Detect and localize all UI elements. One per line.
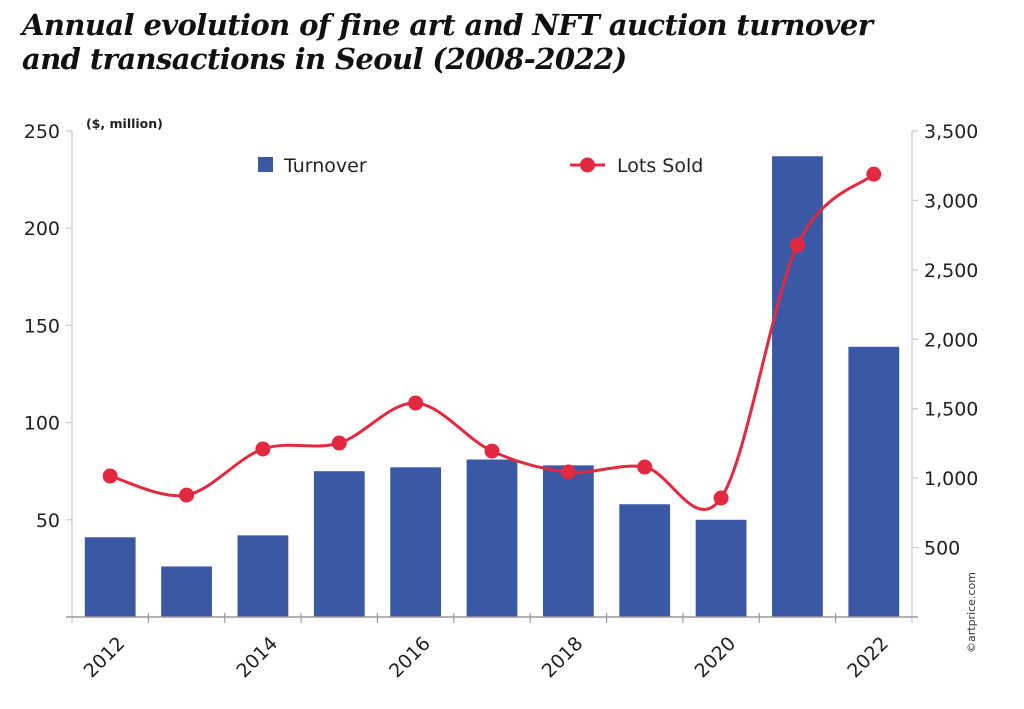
bar-turnover-2022 [848, 346, 900, 617]
point-lots-sold-2014 [255, 441, 271, 457]
left-axis-unit-label: ($, million) [86, 116, 163, 131]
bar-turnover-2013 [161, 566, 212, 617]
bar-turnover-2017 [466, 459, 518, 617]
chart-title: Annual evolution of fine art and NFT auc… [22, 8, 873, 76]
x-axis-tick-label: 2022 [843, 633, 893, 683]
x-axis-tick-label: 2016 [385, 633, 435, 683]
left-axis-tick-label: 100 [24, 413, 60, 435]
bar-turnover-2015 [313, 471, 365, 617]
left-axis-tick-label: 150 [24, 315, 60, 337]
bar-turnover-2014 [237, 535, 289, 617]
right-axis-tick-label: 1,500 [924, 399, 978, 421]
axes-layer [66, 131, 918, 623]
left-axis-tick-label: 200 [24, 218, 60, 240]
right-axis-tick-label: 2,500 [924, 260, 978, 282]
bars-layer [84, 156, 900, 617]
bar-turnover-2012 [84, 537, 136, 617]
point-lots-sold-2021 [789, 237, 805, 253]
bar-turnover-2016 [390, 467, 442, 617]
point-lots-sold-2019 [637, 459, 653, 475]
legend-label-turnover: Turnover [283, 155, 367, 177]
legend-item-turnover: Turnover [258, 155, 367, 177]
legend-bar-swatch [258, 157, 273, 172]
legend-item-lots-sold: Lots Sold [570, 155, 703, 177]
bar-turnover-2019 [619, 504, 671, 617]
left-axis-tick-label: 50 [36, 510, 60, 532]
credit-text: ©artprice.com [965, 572, 978, 653]
x-axis-tick-label: 2012 [80, 633, 130, 683]
left-axis-tick-label: 250 [24, 121, 60, 143]
right-axis-tick-label: 2,000 [924, 329, 978, 351]
point-lots-sold-2013 [179, 487, 195, 503]
lots-sold-line [109, 173, 875, 511]
bar-turnover-2018 [542, 465, 594, 617]
point-lots-sold-2012 [102, 468, 118, 484]
legend: Turnover Lots Sold [258, 155, 703, 177]
right-axis-tick-label: 3,500 [924, 121, 978, 143]
x-axis-tick-label: 2018 [538, 633, 588, 683]
x-axis-tick-label: 2020 [690, 633, 740, 683]
points-layer [102, 166, 882, 506]
point-lots-sold-2018 [560, 464, 576, 480]
bar-turnover-2020 [695, 519, 747, 617]
bar-turnover-2021 [772, 156, 823, 617]
x-axis-tick-label: 2014 [232, 633, 282, 683]
right-axis-tick-label: 1,000 [924, 468, 978, 490]
point-lots-sold-2017 [484, 443, 500, 459]
line-layer [109, 173, 875, 511]
point-lots-sold-2016 [408, 395, 424, 411]
right-axis-tick-label: 500 [924, 538, 960, 560]
point-lots-sold-2022 [866, 166, 882, 182]
point-lots-sold-2020 [713, 490, 729, 506]
legend-label-lots-sold: Lots Sold [617, 155, 703, 177]
point-lots-sold-2015 [331, 435, 347, 451]
legend-dot-swatch [580, 157, 595, 173]
right-axis-tick-label: 3,000 [924, 190, 978, 212]
